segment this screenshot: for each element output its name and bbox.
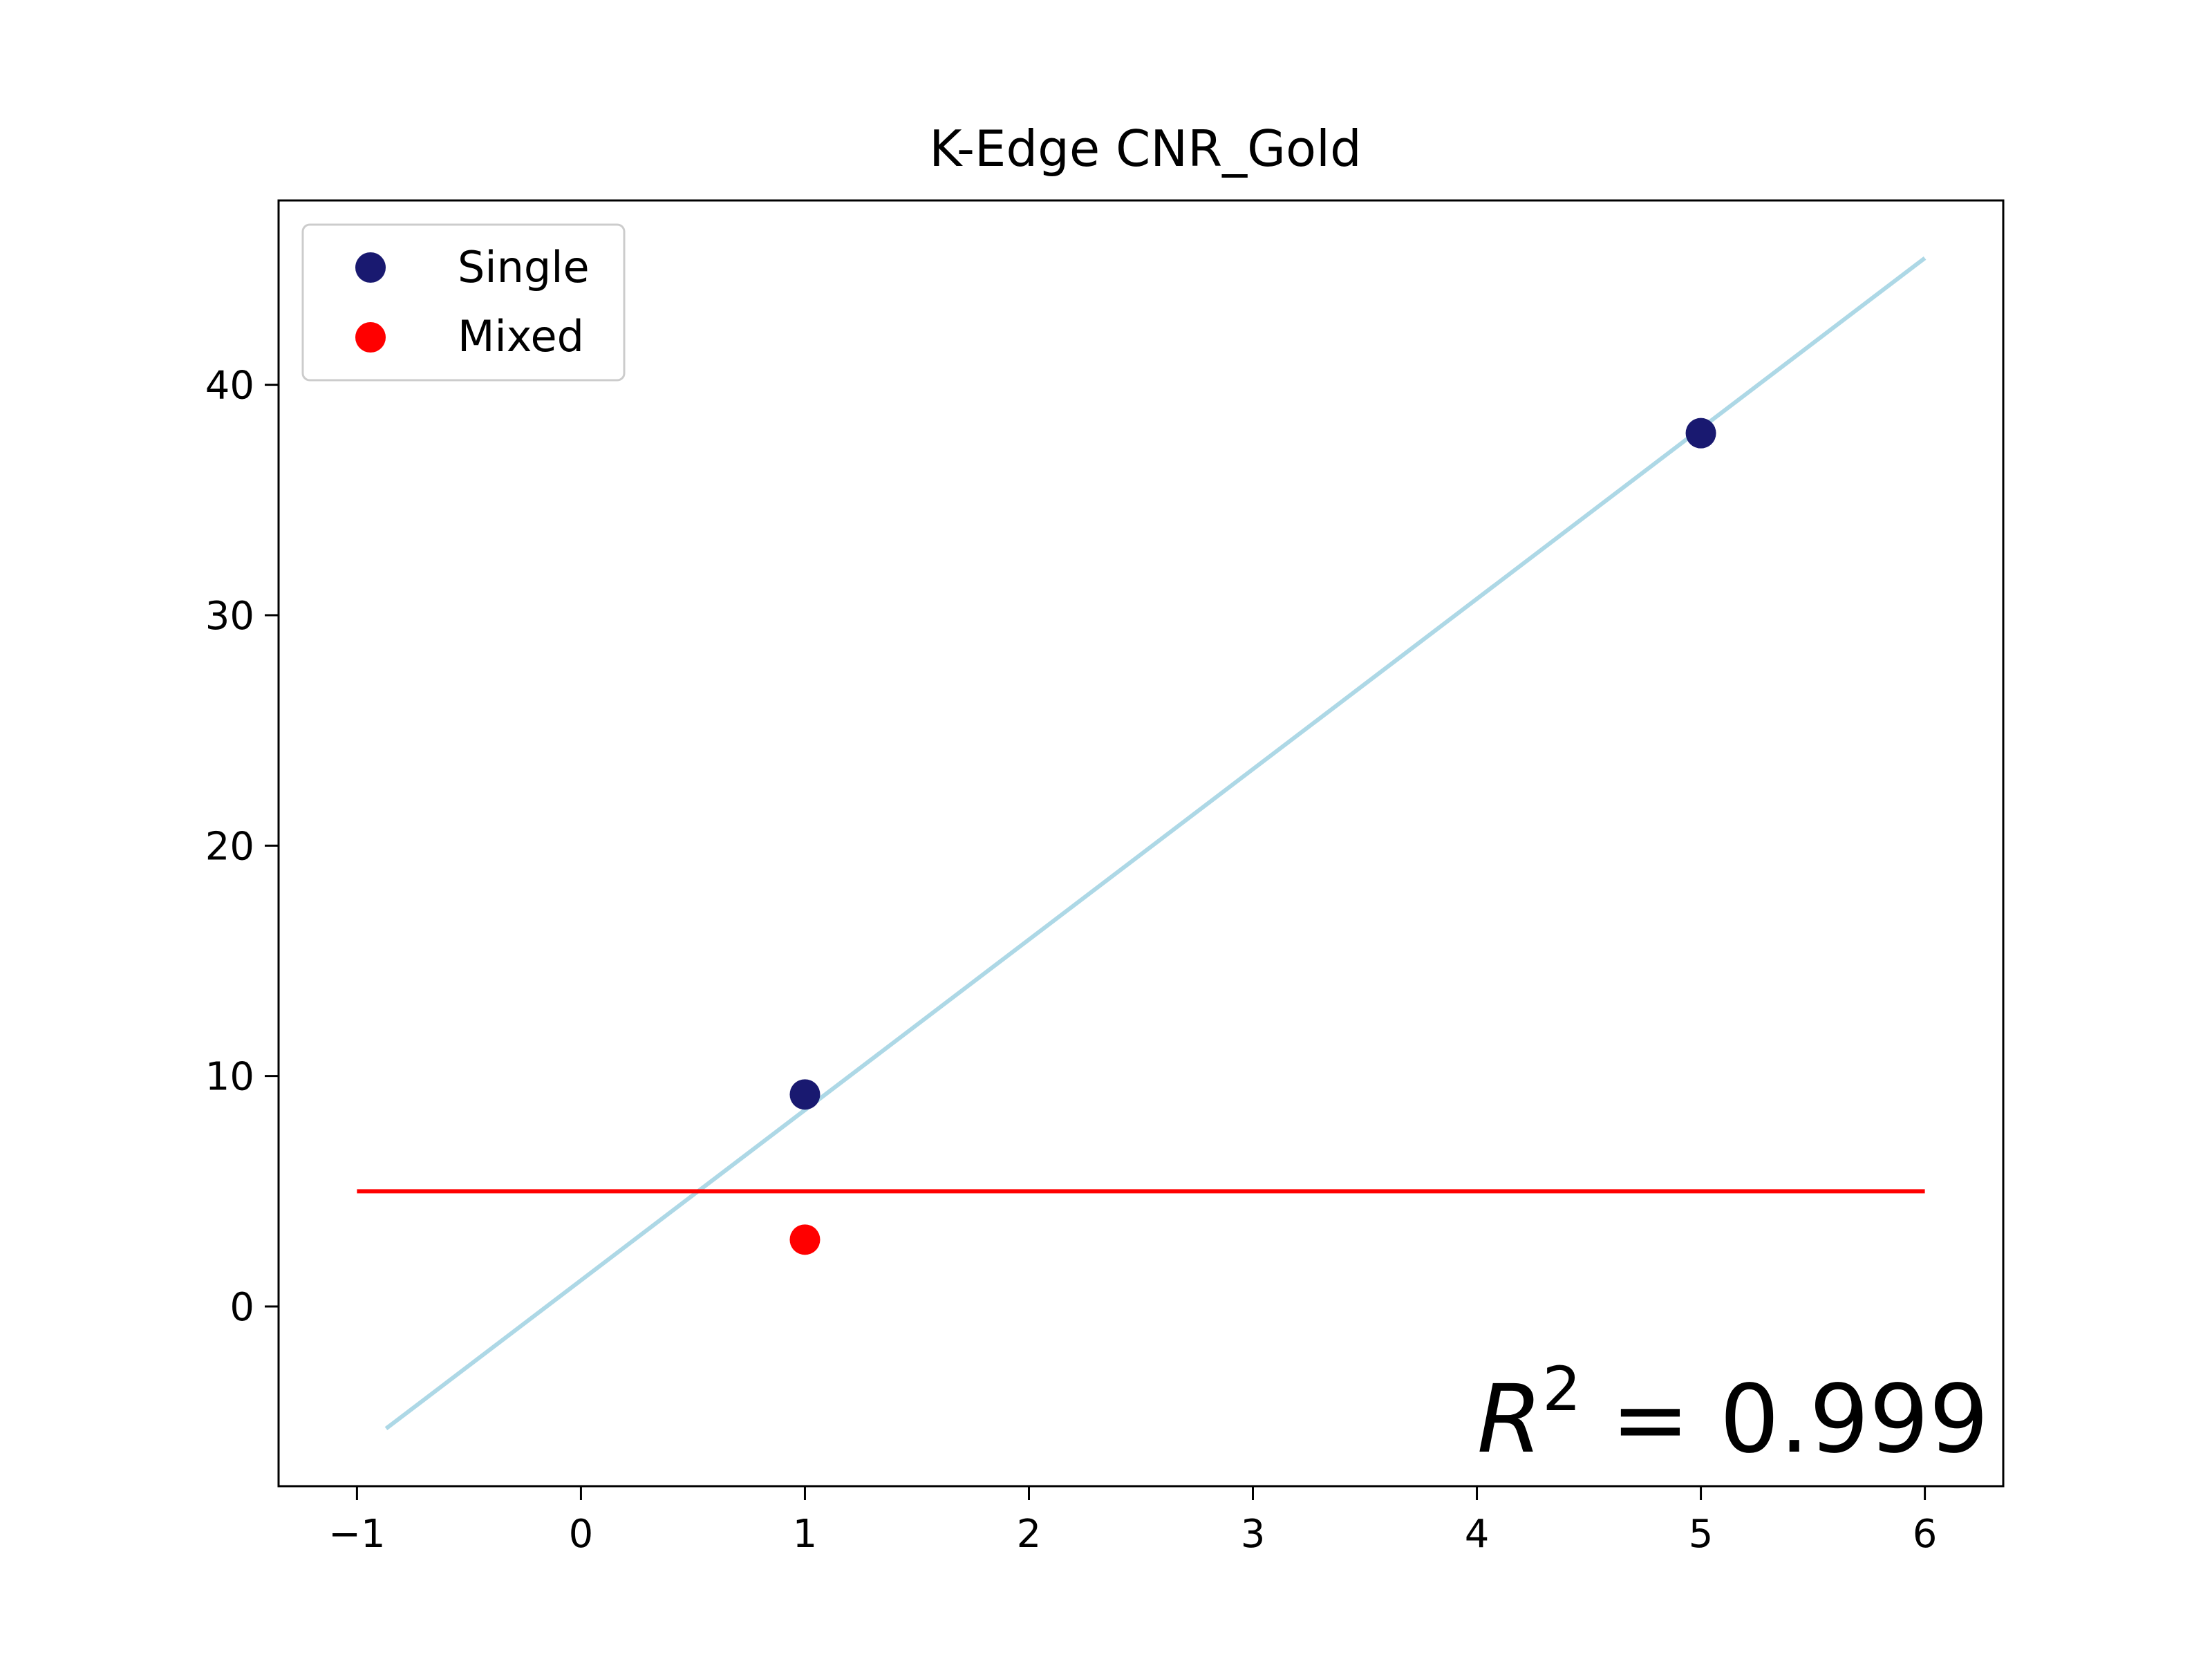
x-tick-label: 1 (793, 1512, 818, 1557)
r-squared-symbol: R (1477, 1365, 1543, 1474)
legend-marker-single (355, 252, 386, 283)
point-mixed-0 (789, 1224, 821, 1255)
y-axis: 0 10 20 30 40 (205, 364, 279, 1330)
y-tick-label: 40 (205, 364, 254, 409)
y-tick-label: 10 (205, 1055, 254, 1100)
chart-title: K-Edge CNR_Gold (929, 120, 1361, 178)
legend-marker-mixed (355, 322, 386, 353)
x-tick-label: 0 (569, 1512, 594, 1557)
y-tick-label: 0 (229, 1285, 254, 1330)
r-squared-annotation: R2 = 0.999 (1477, 1353, 1989, 1474)
x-tick-label: 6 (1913, 1512, 1938, 1557)
lines-layer (357, 256, 1927, 1431)
r-squared-value: = 0.999 (1581, 1365, 1989, 1474)
y-tick-label: 20 (205, 824, 254, 869)
r-squared-exponent: 2 (1542, 1353, 1581, 1425)
point-single-0 (789, 1079, 821, 1110)
legend-label-single: Single (458, 242, 590, 292)
x-tick-label: 3 (1241, 1512, 1266, 1557)
x-tick-label: −1 (328, 1512, 386, 1557)
legend: Single Mixed (301, 223, 626, 382)
point-single-1 (1685, 418, 1716, 449)
x-tick-label: 2 (1017, 1512, 1042, 1557)
y-tick-label: 30 (205, 594, 254, 639)
fit-line (384, 256, 1927, 1431)
legend-label-mixed: Mixed (458, 311, 584, 362)
x-tick-label: 4 (1465, 1512, 1490, 1557)
points-layer (789, 418, 1716, 1255)
plot-frame (277, 199, 2005, 1488)
x-tick-label: 5 (1689, 1512, 1714, 1557)
x-axis: −1 0 1 2 3 4 5 6 (328, 1486, 1937, 1557)
